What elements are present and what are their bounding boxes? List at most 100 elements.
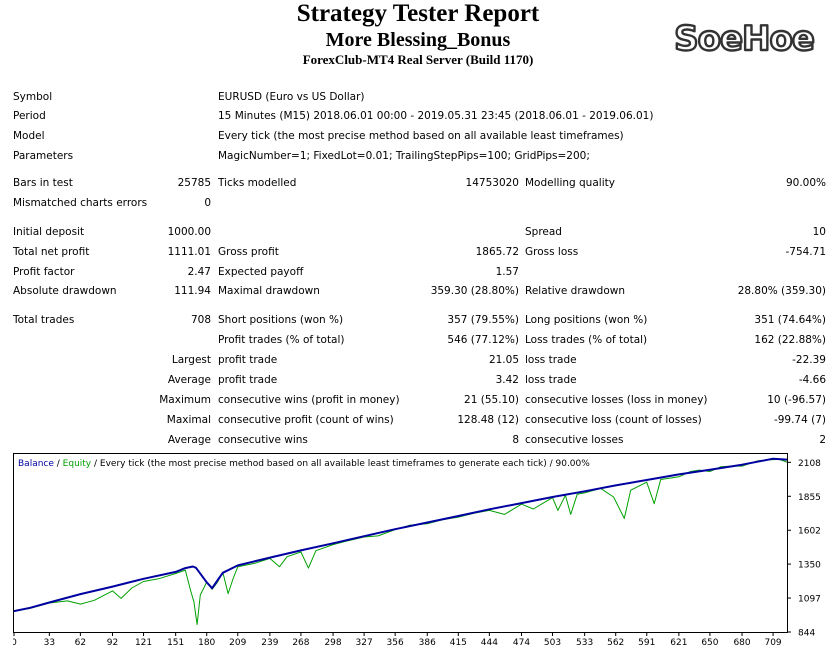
- equity-line: [13, 458, 788, 625]
- profit-factor-label: Profit factor: [13, 266, 75, 278]
- spread-value: 10: [812, 226, 826, 238]
- x-tick-label: 0: [13, 638, 17, 648]
- average-loss-value: -4.66: [798, 374, 826, 386]
- gross-profit-label: Gross profit: [218, 246, 279, 258]
- y-tick-label: 1855: [798, 493, 821, 503]
- x-tick-label: 709: [764, 638, 781, 648]
- report-title: Strategy Tester Report: [296, 0, 540, 27]
- gross-profit-value: 1865.72: [475, 246, 519, 258]
- maximal-loss-label: consecutive loss (count of losses): [525, 414, 702, 426]
- bars-value: 25785: [177, 177, 211, 189]
- x-tick-label: 209: [229, 638, 246, 648]
- x-tick-label: 327: [356, 638, 373, 648]
- rel-drawdown-label: Relative drawdown: [525, 285, 626, 297]
- ticks-label: Ticks modelled: [218, 177, 297, 189]
- net-profit-label: Total net profit: [13, 246, 90, 258]
- maximal-profit-value: 128.48 (12): [457, 414, 519, 426]
- model-label: Model: [13, 130, 45, 142]
- rel-drawdown-value: 28.80% (359.30): [737, 285, 826, 297]
- x-tick-label: 474: [513, 638, 530, 648]
- logo-text: SoeHoe: [674, 20, 814, 56]
- x-tick-label: 268: [292, 638, 309, 648]
- period-label: Period: [13, 110, 46, 122]
- short-positions-value: 357 (79.55%): [447, 314, 519, 326]
- average-cons-label: Average: [167, 434, 211, 446]
- avg-cons-losses-label: consecutive losses: [525, 434, 624, 446]
- y-tick-label: 844: [798, 629, 815, 639]
- total-trades-label: Total trades: [13, 314, 75, 326]
- expected-payoff-value: 1.57: [495, 266, 519, 278]
- total-trades-value: 708: [190, 314, 211, 326]
- gross-loss-label: Gross loss: [525, 246, 579, 258]
- y-tick-label: 1602: [798, 527, 821, 537]
- parameters-value: MagicNumber=1; FixedLot=0.01; TrailingSt…: [218, 150, 590, 162]
- legend-balance: Balance: [18, 459, 54, 469]
- x-tick-label: 680: [733, 638, 750, 648]
- average-loss-label: loss trade: [525, 374, 577, 386]
- ticks-value: 14753020: [465, 177, 519, 189]
- loss-trades-label: Loss trades (% of total): [525, 334, 648, 346]
- maximal-label: Maximal: [166, 414, 211, 426]
- server-name: ForexClub-MT4 Real Server (Build 1170): [302, 52, 534, 67]
- model-value: Every tick (the most precise method base…: [218, 130, 624, 142]
- spread-label: Spread: [525, 226, 562, 238]
- x-tick-label: 621: [670, 638, 687, 648]
- profit-trades-label: Profit trades (% of total): [218, 334, 345, 346]
- x-tick-label: 386: [419, 638, 436, 648]
- long-positions-value: 351 (74.64%): [754, 314, 826, 326]
- symbol-value: EURUSD (Euro vs US Dollar): [218, 91, 365, 103]
- x-tick-label: 591: [638, 638, 655, 648]
- x-tick-label: 444: [481, 638, 498, 648]
- deposit-value: 1000.00: [167, 226, 211, 238]
- gross-loss-value: -754.71: [785, 246, 826, 258]
- y-tick-label: 2108: [798, 459, 821, 469]
- average-label: Average: [167, 374, 211, 386]
- abs-drawdown-label: Absolute drawdown: [13, 285, 117, 297]
- net-profit-value: 1111.01: [167, 246, 211, 258]
- legend-equity: Equity: [63, 459, 92, 469]
- loss-trades-value: 162 (22.88%): [754, 334, 826, 346]
- quality-value: 90.00%: [785, 177, 826, 189]
- mismatched-value: 0: [204, 197, 211, 209]
- x-tick-label: 62: [75, 638, 86, 648]
- parameters-label: Parameters: [13, 150, 74, 162]
- x-tick-label: 356: [387, 638, 404, 648]
- chart-frame: [13, 453, 788, 633]
- x-tick-label: 533: [576, 638, 593, 648]
- deposit-label: Initial deposit: [13, 226, 85, 238]
- maximal-loss-value: -99.74 (7): [773, 414, 826, 426]
- x-tick-label: 562: [607, 638, 624, 648]
- avg-cons-wins-label: consecutive wins: [218, 434, 308, 446]
- report-subtitle: More Blessing_Bonus: [325, 29, 511, 51]
- profit-trades-value: 546 (77.12%): [447, 334, 519, 346]
- y-tick-label: 1097: [798, 595, 821, 605]
- average-profit-value: 3.42: [495, 374, 519, 386]
- largest-loss-label: loss trade: [525, 354, 577, 366]
- avg-cons-wins-value: 8: [512, 434, 519, 446]
- profit-factor-value: 2.47: [187, 266, 211, 278]
- expected-payoff-label: Expected payoff: [218, 266, 304, 278]
- max-cons-wins-label: consecutive wins (profit in money): [218, 394, 400, 406]
- x-tick-label: 298: [324, 638, 341, 648]
- max-cons-wins-value: 21 (55.10): [464, 394, 519, 406]
- largest-profit-label: profit trade: [218, 354, 278, 366]
- bars-label: Bars in test: [13, 177, 73, 189]
- largest-label: Largest: [171, 354, 211, 366]
- x-tick-label: 503: [544, 638, 561, 648]
- long-positions-label: Long positions (won %): [525, 314, 648, 326]
- x-tick-label: 180: [198, 638, 215, 648]
- x-tick-label: 151: [167, 638, 184, 648]
- x-tick-label: 33: [44, 638, 55, 648]
- soehoe-logo: SoeHoe: [673, 20, 816, 56]
- balance-line: [13, 457, 788, 613]
- avg-cons-losses-value: 2: [819, 434, 826, 446]
- x-tick-label: 92: [107, 638, 118, 648]
- quality-label: Modelling quality: [525, 177, 615, 189]
- x-tick-label: 239: [261, 638, 278, 648]
- largest-profit-value: 21.05: [488, 354, 519, 366]
- x-tick-label: 650: [701, 638, 718, 648]
- maximum-label: Maximum: [159, 394, 211, 406]
- max-drawdown-value: 359.30 (28.80%): [430, 285, 519, 297]
- maximal-profit-label: consecutive profit (count of wins): [218, 414, 394, 426]
- max-cons-losses-value: 10 (-96.57): [767, 394, 826, 406]
